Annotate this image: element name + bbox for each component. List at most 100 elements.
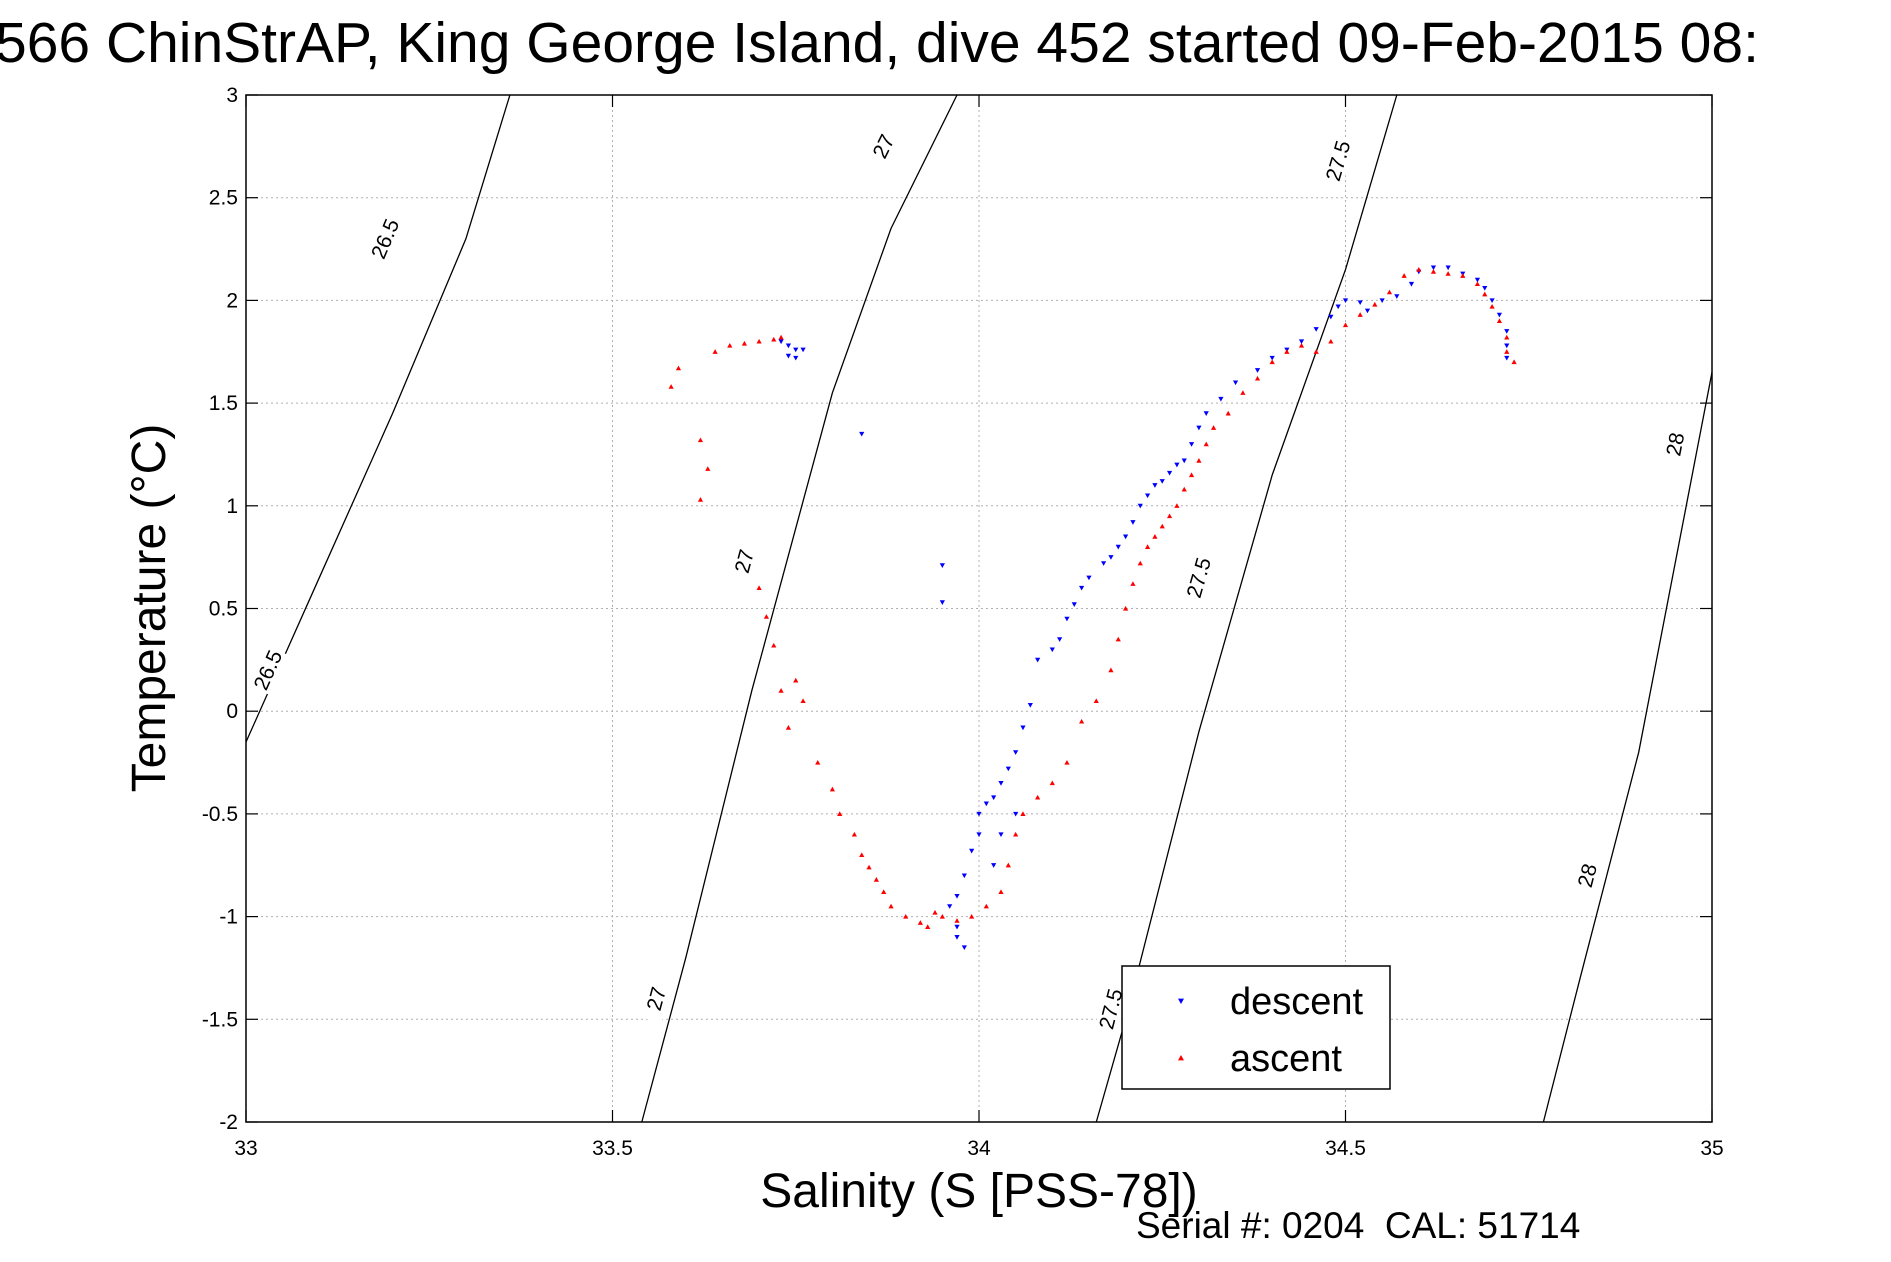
descent-point xyxy=(983,801,989,807)
descent-point xyxy=(939,600,945,605)
descent-point xyxy=(1504,355,1510,361)
contour-label-bg xyxy=(1660,420,1691,468)
descent-point xyxy=(991,795,997,801)
contour-label-bg xyxy=(1321,136,1355,185)
ascent-point xyxy=(793,677,799,683)
ascent-point xyxy=(785,725,792,730)
y-tick-label: 0 xyxy=(226,700,238,723)
ascent-point xyxy=(697,497,704,502)
y-tick-label: 3 xyxy=(226,84,238,107)
ascent-point xyxy=(1166,513,1173,519)
ascent-point xyxy=(1254,375,1261,381)
ascent-point xyxy=(851,831,857,837)
ascent-point xyxy=(969,914,975,919)
descent-point xyxy=(1342,298,1349,303)
descent-point xyxy=(1482,285,1488,291)
ascent-point xyxy=(778,688,784,693)
legend: descent ascent xyxy=(1121,965,1391,1090)
ascent-point xyxy=(756,585,762,591)
y-tick-label: -1 xyxy=(219,906,238,929)
descent-point xyxy=(785,353,792,359)
ascent-point xyxy=(932,909,938,915)
contour-label-26.5: 26.5 xyxy=(367,216,404,263)
descent-point xyxy=(785,343,792,349)
contour-label-bg xyxy=(1182,553,1216,602)
ascent-point xyxy=(954,918,960,923)
descent-point xyxy=(976,832,982,838)
ascent-point xyxy=(829,786,835,792)
ascent-point xyxy=(1174,503,1180,508)
ascent-point xyxy=(998,889,1004,895)
grid xyxy=(245,94,1713,1123)
contour-label-27.5: 27.5 xyxy=(1183,555,1216,601)
ascent-point xyxy=(727,342,733,348)
descent-point xyxy=(998,832,1004,838)
descent-point xyxy=(1188,442,1195,447)
x-tick-label: 33.5 xyxy=(592,1137,633,1160)
ascent-point xyxy=(1416,266,1422,272)
descent-point xyxy=(793,355,799,361)
y-axis-label: Temperature (°C) xyxy=(123,424,176,793)
legend-marker-ascent xyxy=(1178,1055,1184,1061)
ascent-point xyxy=(1225,410,1231,416)
ascent-point xyxy=(1020,811,1026,816)
ascent-point xyxy=(1269,359,1275,365)
descent-point xyxy=(1049,647,1055,653)
ascent-point xyxy=(1482,291,1488,297)
contour-label-bg xyxy=(864,121,904,171)
descent-point xyxy=(1496,312,1503,318)
x-tick-label: 35 xyxy=(1700,1137,1723,1160)
descent-point xyxy=(1335,304,1341,310)
descent-point xyxy=(1218,396,1224,402)
ascent-point xyxy=(1328,338,1334,344)
series-descent xyxy=(778,265,1510,951)
descent-point xyxy=(1013,811,1019,817)
ascent-point xyxy=(1284,349,1290,354)
ascent-point xyxy=(705,466,711,471)
descent-point xyxy=(1108,555,1114,560)
ascent-point xyxy=(1504,349,1510,354)
y-tick-label: 0.5 xyxy=(209,598,238,621)
descent-point xyxy=(1020,725,1026,731)
descent-point xyxy=(1137,503,1143,509)
ascent-point xyxy=(1203,441,1209,447)
descent-point xyxy=(1357,300,1363,306)
ascent-point xyxy=(1401,273,1407,278)
descent-point xyxy=(859,431,865,437)
contour-label-bg xyxy=(249,645,288,695)
density-contour-28 xyxy=(1542,372,1713,1123)
ascent-point xyxy=(903,914,909,919)
descent-point xyxy=(1408,281,1415,287)
descent-point xyxy=(1394,294,1400,299)
descent-point xyxy=(793,347,799,353)
descent-point xyxy=(1064,616,1070,622)
ascent-point xyxy=(1115,636,1121,642)
y-tick-label: -2 xyxy=(219,1111,238,1134)
ascent-point xyxy=(1064,759,1070,765)
legend-marker-ascent xyxy=(1178,1055,1184,1061)
ascent-point xyxy=(1298,342,1305,348)
descent-point xyxy=(1430,265,1437,271)
y-tick-label: 1.5 xyxy=(209,392,238,415)
ascent-point xyxy=(859,852,865,858)
descent-point xyxy=(998,781,1004,786)
contour-label-28: 28 xyxy=(1662,431,1689,458)
ascent-point xyxy=(1386,289,1393,295)
density-contour-27.5 xyxy=(1095,94,1398,1123)
ascent-point xyxy=(1313,349,1319,354)
ascent-point xyxy=(1049,780,1055,786)
ascent-point xyxy=(1093,698,1099,704)
ascent-point xyxy=(1079,718,1085,724)
ascent-point xyxy=(1108,667,1114,673)
descent-point xyxy=(961,873,967,879)
legend-label-ascent: ascent xyxy=(1230,1038,1342,1080)
ascent-point xyxy=(1196,458,1202,463)
contour-label-27.5: 27.5 xyxy=(1322,138,1356,184)
ascent-point xyxy=(697,437,704,443)
descent-point xyxy=(961,945,967,951)
contour-label-bg xyxy=(728,537,761,586)
ascent-point xyxy=(1123,605,1129,611)
descent-point xyxy=(1196,425,1202,431)
contour-label-bg xyxy=(1571,851,1604,900)
